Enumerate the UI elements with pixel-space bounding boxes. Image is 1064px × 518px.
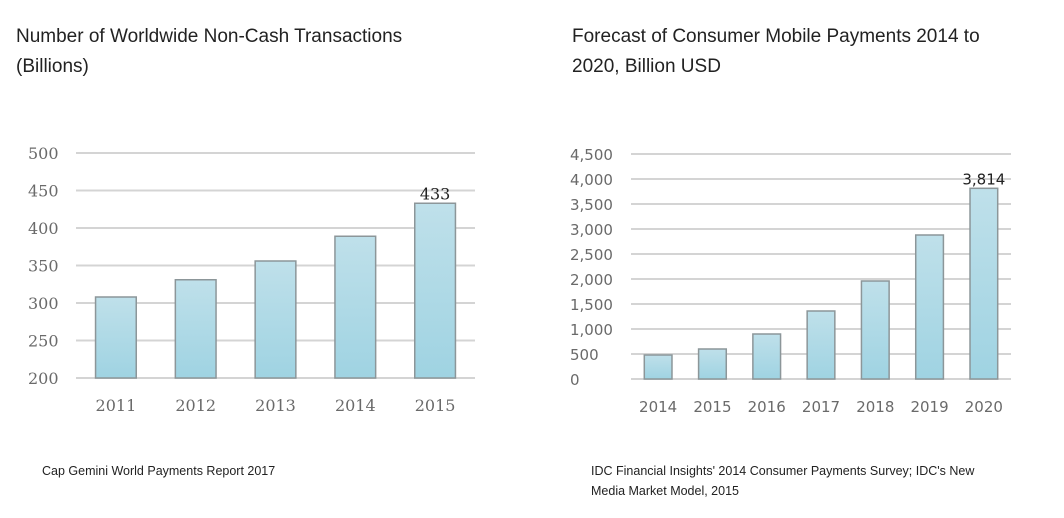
bar-2013 xyxy=(254,260,297,379)
y-tick-label: 4,000 xyxy=(570,171,613,189)
data-label: 433 xyxy=(420,184,451,203)
bar-2014 xyxy=(643,354,673,380)
chart1-title-line2: (Billions) xyxy=(16,56,89,77)
chart1-source: Cap Gemini World Payments Report 2017 xyxy=(42,464,276,478)
chart2-title: Forecast of Consumer Mobile Payments 201… xyxy=(572,22,980,82)
x-tick-label: 2018 xyxy=(856,398,894,416)
bar-2019 xyxy=(914,234,945,380)
y-tick-label: 200 xyxy=(28,369,59,388)
y-tick-label: 4,500 xyxy=(570,146,613,164)
chart2-source-line2: Media Market Model, 2015 xyxy=(591,484,739,498)
x-tick-label: 2013 xyxy=(255,396,296,415)
y-tick-label: 3,000 xyxy=(570,221,613,239)
chart1-title-line1: Number of Worldwide Non-Cash Transaction… xyxy=(16,26,403,47)
x-tick-label: 2019 xyxy=(910,398,948,416)
x-tick-label: 2011 xyxy=(96,396,137,415)
chart1-plot: 200 250 300 350 400 450 500 2011 2012 2013 2014 201… xyxy=(28,144,475,415)
chart2-source-line1: IDC Financial Insights' 2014 Consumer Pa… xyxy=(591,464,975,478)
y-tick-label: 3,500 xyxy=(570,196,613,214)
y-tick-label: 250 xyxy=(28,332,59,351)
chart2-title-line1: Forecast of Consumer Mobile Payments 201… xyxy=(572,26,980,47)
y-tick-label: 450 xyxy=(28,182,59,201)
y-tick-label: 0 xyxy=(570,371,580,389)
y-tick-label: 500 xyxy=(28,144,59,163)
x-tick-label: 2014 xyxy=(335,396,376,415)
x-tick-label: 2017 xyxy=(802,398,840,416)
bar-2012 xyxy=(174,279,217,379)
x-tick-label: 2020 xyxy=(965,398,1003,416)
chart2-plot: 0 500 1,000 1,500 2,000 2,500 3,000 3,500 4,000 4… xyxy=(570,146,1011,416)
y-tick-label: 1,000 xyxy=(570,321,613,339)
y-tick-label: 2,000 xyxy=(570,271,613,289)
bar-2017 xyxy=(806,310,836,380)
bar-2018 xyxy=(860,280,890,380)
bar-2011 xyxy=(94,296,137,379)
chart2-title-line2: 2020, Billion USD xyxy=(572,56,721,77)
y-tick-label: 500 xyxy=(570,346,599,364)
chart2-source: IDC Financial Insights' 2014 Consumer Pa… xyxy=(591,461,974,501)
chart1-title: Number of Worldwide Non-Cash Transaction… xyxy=(16,22,402,82)
bar-2015 xyxy=(697,348,728,380)
y-tick-label: 2,500 xyxy=(570,246,613,264)
y-tick-label: 300 xyxy=(28,294,59,313)
x-tick-label: 2015 xyxy=(415,396,456,415)
x-tick-label: 2014 xyxy=(639,398,677,416)
y-tick-label: 400 xyxy=(28,219,59,238)
x-tick-label: 2012 xyxy=(175,396,216,415)
x-tick-label: 2016 xyxy=(748,398,786,416)
bar-2020 xyxy=(969,187,999,380)
bar-2015 xyxy=(414,202,457,379)
data-label: 3,814 xyxy=(962,170,1005,188)
bar-2014 xyxy=(334,235,377,379)
x-tick-label: 2015 xyxy=(693,398,731,416)
y-tick-label: 1,500 xyxy=(570,296,613,314)
bar-2016 xyxy=(752,333,782,380)
y-tick-label: 350 xyxy=(28,257,59,276)
